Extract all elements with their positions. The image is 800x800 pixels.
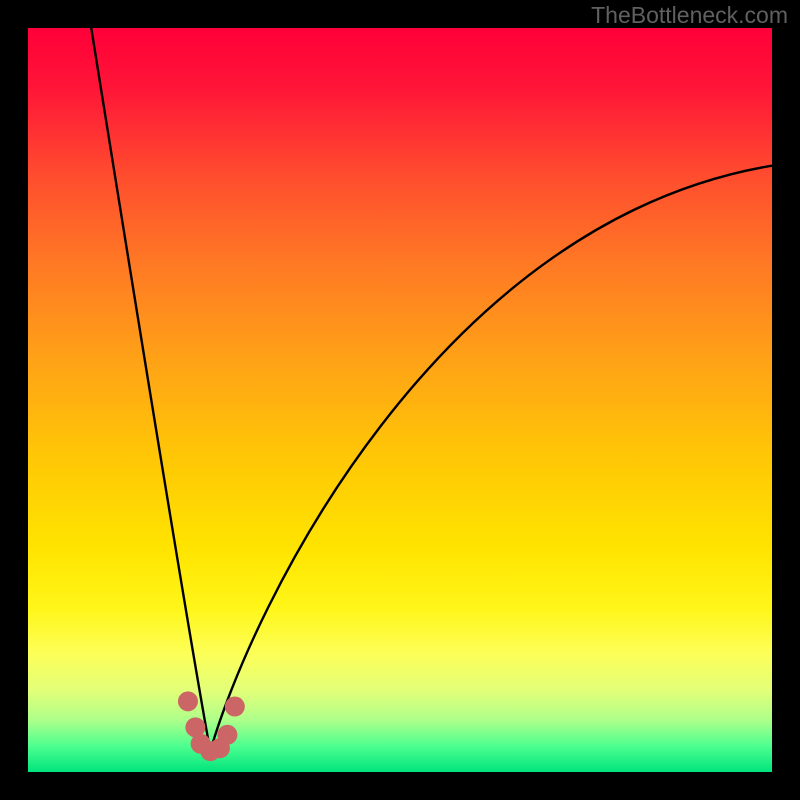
marker-dot	[217, 725, 237, 745]
chart-frame	[0, 772, 800, 800]
chart-frame	[772, 0, 800, 800]
watermark: TheBottleneck.com	[591, 2, 788, 29]
bottleneck-chart	[28, 28, 772, 772]
marker-dot	[225, 697, 245, 717]
marker-dot	[178, 691, 198, 711]
chart-frame	[0, 0, 28, 800]
